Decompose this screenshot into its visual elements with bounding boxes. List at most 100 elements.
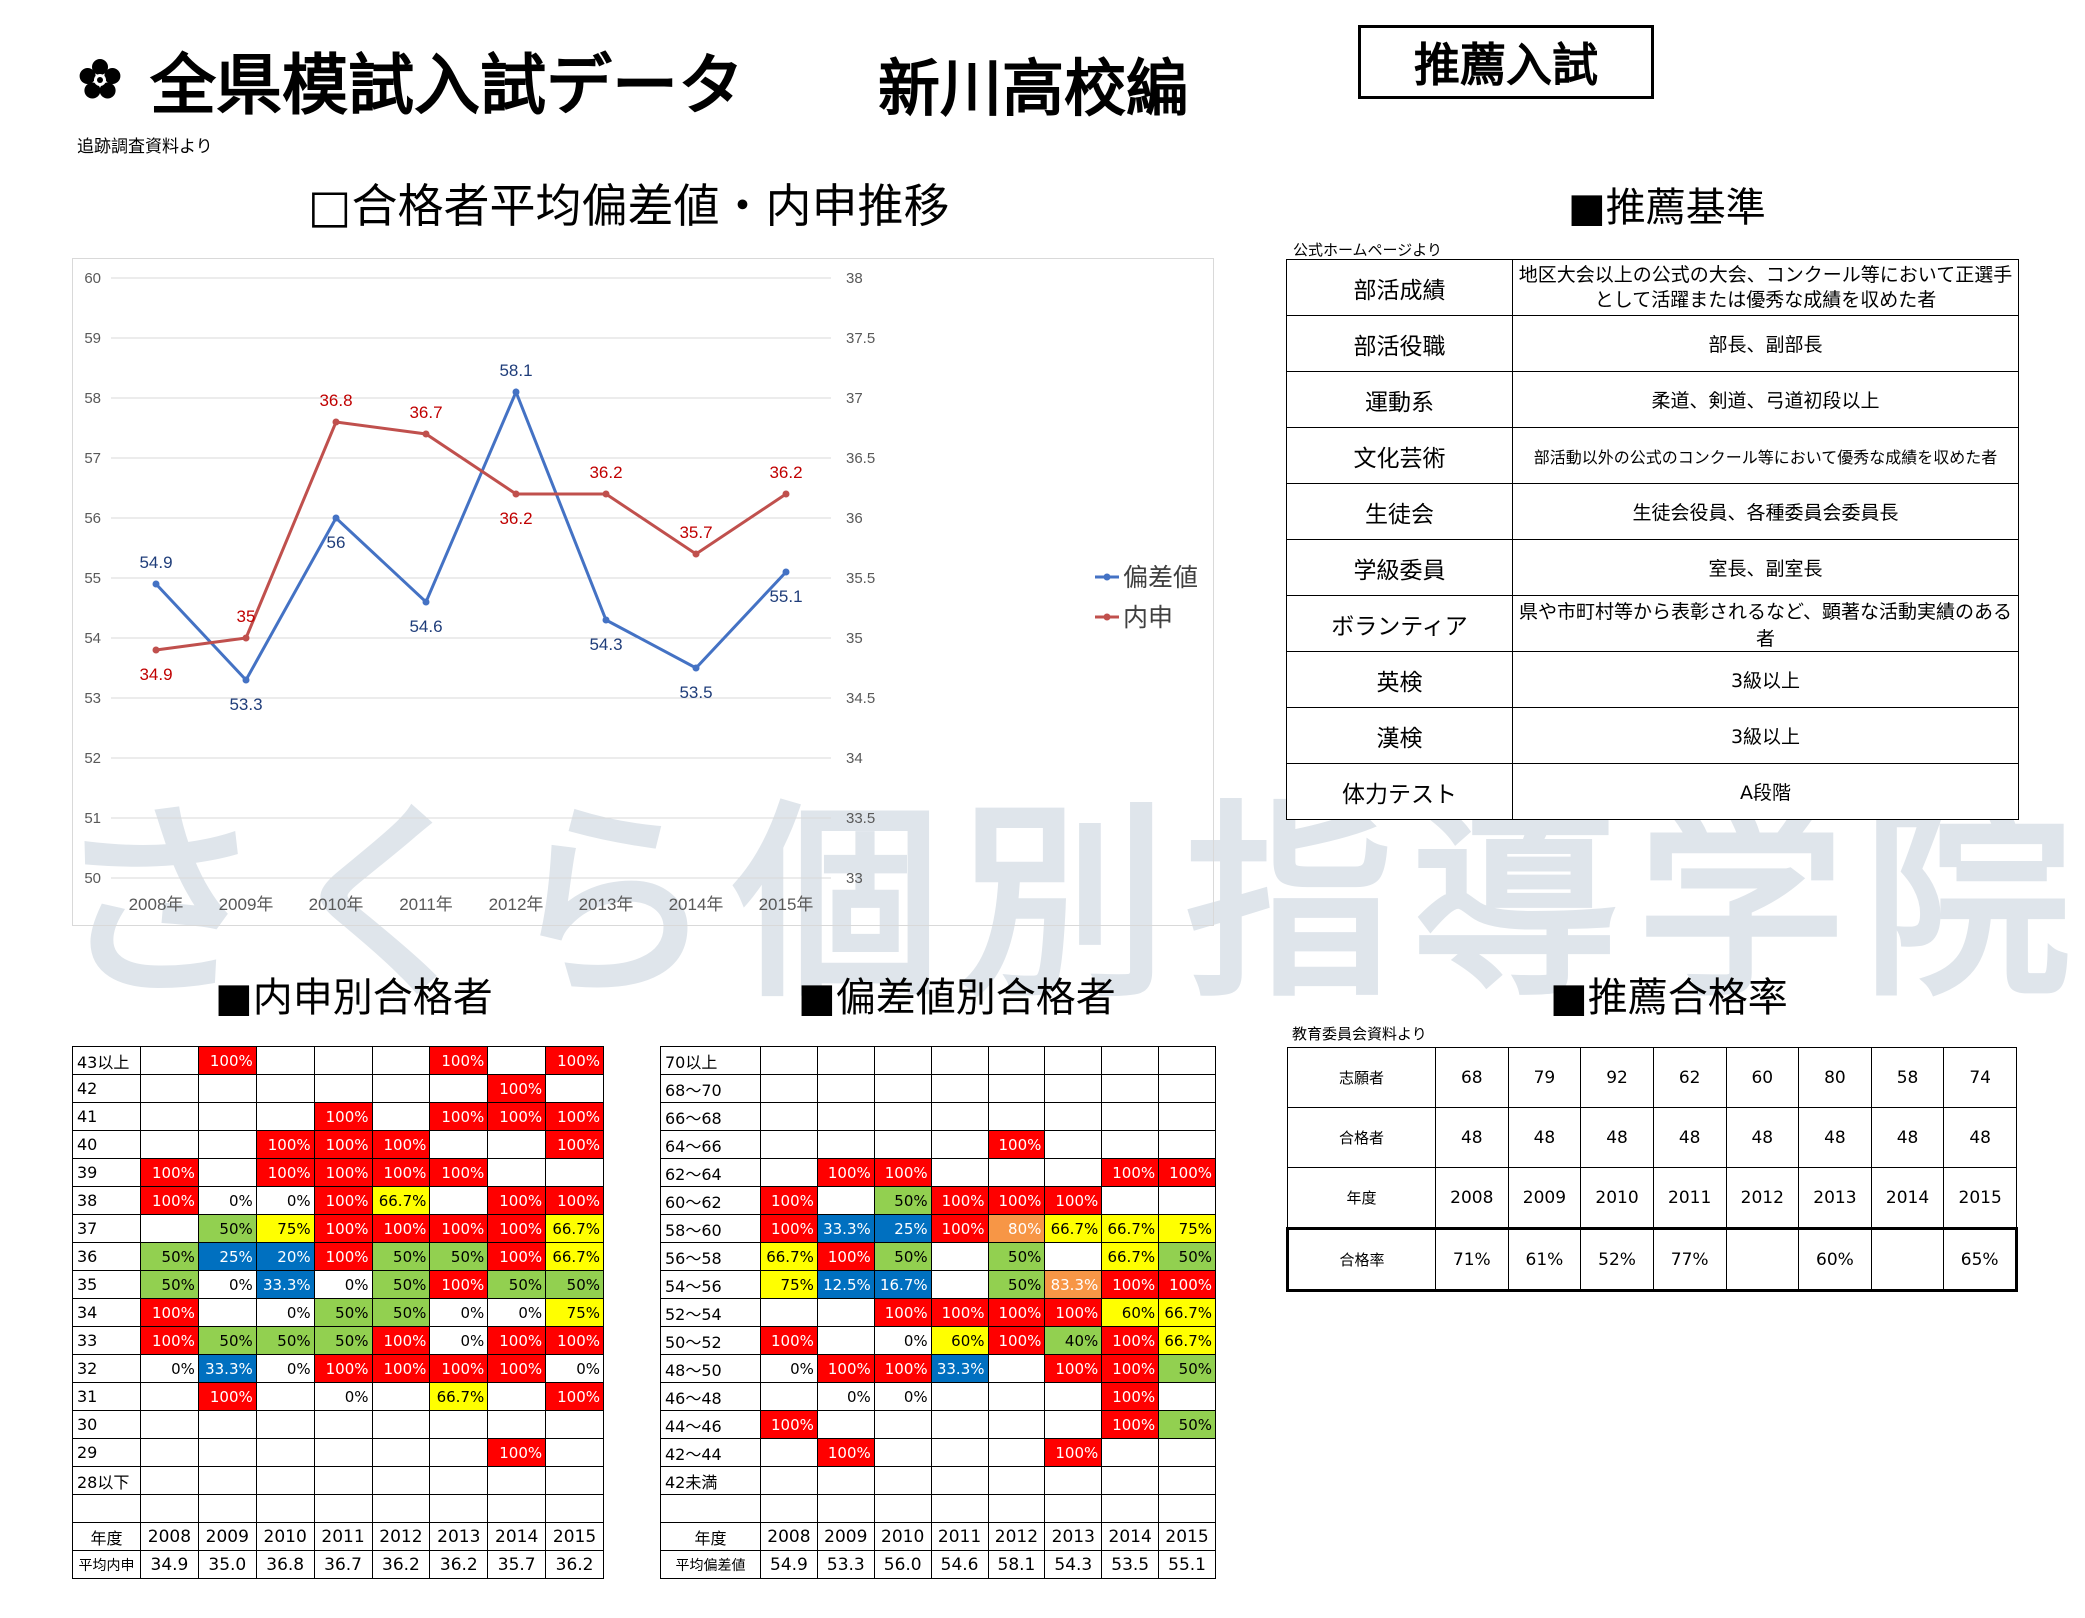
pass-rate-cell: 100% [313, 1354, 373, 1383]
row-label: 30 [72, 1410, 141, 1439]
row-label: 54～56 [660, 1270, 761, 1299]
pass-rate-cell [816, 1186, 875, 1215]
pass-rate-cell: 75% [1158, 1214, 1216, 1243]
pass-rate-cell [487, 1046, 547, 1075]
table-row: 37 50% 75% 100% 100% 100% 100% 66.7% [72, 1214, 604, 1243]
criteria-source-note: 公式ホームページより [1293, 241, 1442, 259]
pass-rate-cell: 100% [255, 1130, 315, 1159]
table-row: 64～66 100% [660, 1130, 1216, 1159]
table-row [72, 1494, 604, 1523]
data-point [242, 634, 250, 642]
pass-rate-cell: 100% [987, 1326, 1046, 1355]
pass-rate-cell [545, 1494, 604, 1523]
pass-rate-cell [816, 1046, 875, 1075]
pass-rate-cell: 50% [140, 1242, 199, 1271]
pass-rate-cell: 74 [1943, 1047, 2017, 1108]
row-label: 56～58 [660, 1242, 761, 1271]
pass-rate-cell [429, 1130, 489, 1159]
pass-rate-cell: 100% [760, 1410, 818, 1439]
pass-rate-cell: 100% [545, 1130, 604, 1159]
pass-rate-cell: 79 [1507, 1047, 1582, 1108]
pass-rate-cell: 80 [1798, 1047, 1872, 1108]
pass-rate-cell [313, 1410, 373, 1439]
pass-rate-row-label: 合格者 [1287, 1107, 1436, 1168]
pass-rate-cell: 100% [816, 1158, 875, 1187]
pass-rate-cell: 50% [313, 1298, 373, 1327]
pass-rate-value: 60% [1798, 1227, 1872, 1292]
table-row: 48～50 0% 100% 100% 33.3% 100% 100% 50% [660, 1354, 1216, 1383]
legend-marker [1103, 613, 1111, 621]
pass-rate-cell [760, 1382, 818, 1411]
pass-rate-cell: 50% [371, 1298, 431, 1327]
y-left-tick-label: 53 [84, 690, 101, 707]
pass-rate-heading: ■推薦合格率 [1550, 975, 1788, 1021]
pass-rate-cell: 60 [1725, 1047, 1800, 1108]
pass-rate-cell [1158, 1466, 1216, 1495]
row-label: 62～64 [660, 1158, 761, 1187]
pass-rate-cell [371, 1438, 431, 1467]
year-cell: 2012 [371, 1522, 431, 1551]
y-right-tick-label: 33.5 [846, 810, 875, 827]
pass-rate-cell: 100% [140, 1186, 199, 1215]
y-right-tick-label: 35 [846, 630, 863, 647]
row-label: 42未満 [660, 1466, 761, 1495]
pass-rate-cell [197, 1102, 257, 1131]
pass-rate-cell: 100% [987, 1298, 1046, 1327]
pass-rate-cell: 2015 [1943, 1167, 2017, 1229]
pass-rate-cell [371, 1382, 431, 1411]
table-row: 52～54 100% 100% 100% 100% 60% 66.7% [660, 1298, 1216, 1327]
pass-rate-cell [371, 1102, 431, 1131]
pass-rate-cell: 66.7% [1101, 1214, 1160, 1243]
criteria-description: 生徒会役員、各種委員会委員長 [1512, 483, 2019, 540]
pass-rate-cell: 0% [255, 1354, 315, 1383]
pass-rate-cell [930, 1438, 989, 1467]
pass-rate-cell [1044, 1158, 1103, 1187]
pass-rate-cell [873, 1466, 932, 1495]
pass-rate-cell [760, 1494, 818, 1523]
data-point [782, 568, 790, 576]
pass-rate-cell [987, 1382, 1046, 1411]
pass-rate-cell [545, 1158, 604, 1187]
criteria-description: 部活動以外の公式のコンクール等において優秀な成績を収めた者 [1512, 427, 2019, 484]
x-tick-label: 2011年 [399, 895, 453, 914]
criteria-row: 英検 3級以上 [1286, 651, 2019, 708]
pass-rate-cell: 48 [1943, 1107, 2017, 1168]
naishin-data-label: 34.9 [139, 665, 172, 684]
pass-rate-cell: 100% [1044, 1186, 1103, 1215]
criteria-description: 県や市町村等から表彰されるなど、顕著な活動実績のある者 [1512, 595, 2019, 652]
data-point [782, 490, 790, 498]
table-row: 29 100% [72, 1438, 604, 1467]
row-label: 42～44 [660, 1438, 761, 1467]
pass-rate-cell [1158, 1046, 1216, 1075]
pass-rate-cell [545, 1074, 604, 1103]
pass-rate-cell: 66.7% [545, 1214, 604, 1243]
pass-rate-cell [1101, 1046, 1160, 1075]
pass-rate-cell [930, 1242, 989, 1271]
page-title: 全県模試入試データ [150, 47, 744, 124]
average-cell: 36.2 [429, 1550, 489, 1579]
pass-rate-cell [487, 1410, 547, 1439]
criteria-label: 部活役職 [1286, 315, 1513, 372]
row-label: 52～54 [660, 1298, 761, 1327]
pass-rate-cell: 48 [1435, 1107, 1509, 1168]
pass-rate-cell [1044, 1074, 1103, 1103]
year-cell: 2011 [313, 1522, 373, 1551]
table-row [660, 1494, 1216, 1523]
pass-rate-cell: 75% [760, 1270, 818, 1299]
pass-rate-cell [987, 1102, 1046, 1131]
pass-rate-cell [1044, 1046, 1103, 1075]
row-label: 37 [72, 1214, 141, 1243]
y-left-tick-label: 55 [84, 570, 101, 587]
year-cell: 2012 [987, 1522, 1046, 1551]
table-row: 31 100% 0% 66.7% 100% [72, 1382, 604, 1411]
criteria-row: 体力テスト A段階 [1286, 763, 2019, 820]
pass-rate-cell [313, 1046, 373, 1075]
pass-rate-cell [197, 1466, 257, 1495]
pass-rate-cell [429, 1494, 489, 1523]
pass-rate-cell: 60% [930, 1326, 989, 1355]
criteria-label: 英検 [1286, 651, 1513, 708]
pass-rate-row: 合格率 71% 61% 52% 77% 80% 60% 83% 65% [1286, 1227, 2018, 1292]
pass-rate-cell: 50% [197, 1214, 257, 1243]
naishin-series-line [155, 420, 787, 652]
criteria-label: 文化芸術 [1286, 427, 1513, 484]
